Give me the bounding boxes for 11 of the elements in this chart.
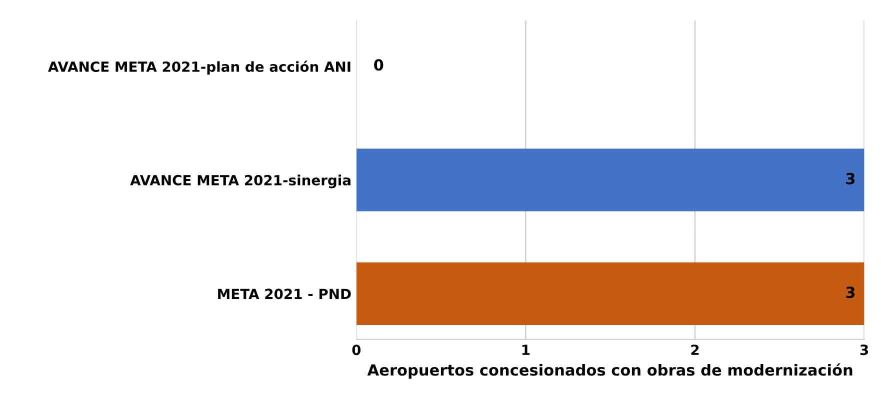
x-tick-label: 0: [352, 344, 361, 356]
x-tick-label: 2: [691, 344, 699, 355]
y-tick-label: AVANCE META 2021-sinergia: [130, 174, 350, 188]
data-label: 0: [374, 59, 384, 71]
data-label: 3: [846, 286, 855, 298]
data-label: 3: [846, 172, 855, 184]
x-axis-title: Aeropuertos concesionados con obras de modernización: [367, 363, 852, 379]
y-tick-label: AVANCE META 2021-plan de acción ANI: [48, 60, 350, 75]
x-tick-label: 1: [522, 344, 530, 355]
x-tick-label: 3: [860, 344, 868, 356]
y-tick-label: META 2021 - PND: [218, 288, 351, 300]
